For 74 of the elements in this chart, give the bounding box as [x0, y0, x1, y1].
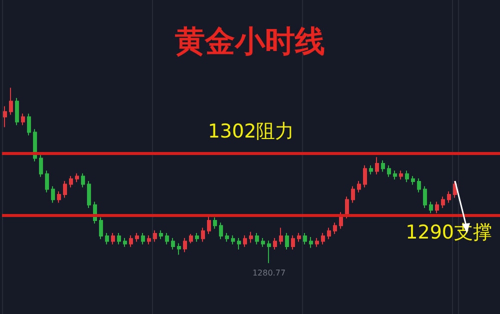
ref-line-label: 1302阻力	[208, 120, 294, 142]
candlestick	[3, 106, 7, 128]
candlestick	[447, 190, 451, 204]
candlestick	[159, 230, 163, 240]
candlestick	[369, 164, 373, 175]
candlestick	[435, 201, 439, 214]
candlestick	[27, 113, 31, 136]
candlestick	[87, 180, 91, 209]
candlestick	[357, 180, 361, 193]
candlestick	[165, 232, 169, 245]
candlestick	[267, 240, 271, 264]
candlestick	[327, 227, 331, 240]
candlestick	[291, 234, 295, 250]
candlestick	[411, 175, 415, 186]
candlestick	[243, 234, 247, 248]
annotation: 1280.77	[252, 268, 286, 278]
candlestick	[231, 234, 235, 245]
candlestick	[111, 232, 115, 245]
candlestick	[417, 178, 421, 193]
candlestick	[333, 222, 337, 235]
candlestick	[153, 230, 157, 242]
candlestick	[99, 216, 103, 240]
chart-title: 黄金小时线	[175, 24, 325, 60]
candlestick	[213, 216, 217, 230]
candlestick	[279, 227, 283, 245]
candlestick	[375, 156, 379, 175]
candlestick	[177, 242, 181, 256]
candlestick	[183, 238, 187, 253]
candlestick	[147, 234, 151, 245]
candlestick	[297, 232, 301, 242]
candlestick	[255, 232, 259, 245]
candlestick	[303, 232, 307, 245]
candlestick	[129, 234, 133, 248]
candlestick	[399, 170, 403, 180]
candlestick	[429, 201, 433, 214]
candlestick	[387, 164, 391, 178]
candlestick	[345, 196, 349, 219]
candlestick	[57, 190, 61, 204]
candlestick	[261, 238, 265, 248]
candlestick	[117, 232, 121, 245]
candlestick	[315, 238, 319, 248]
candlestick	[75, 172, 79, 183]
candlestick	[393, 170, 397, 180]
candlestick	[201, 227, 205, 242]
candlestick	[45, 170, 49, 193]
candlestick	[351, 186, 355, 204]
candlestick	[381, 160, 385, 172]
candlestick	[225, 232, 229, 242]
candlestick	[273, 238, 277, 250]
candlestick	[189, 234, 193, 244]
candlestick	[141, 232, 145, 245]
candlestick	[249, 231, 253, 244]
candlestick	[39, 154, 43, 178]
candlestick	[405, 170, 409, 183]
candlestick	[423, 186, 427, 209]
candlestick	[123, 238, 127, 248]
candlestick	[321, 232, 325, 245]
candlestick	[309, 236, 313, 248]
candlestick	[195, 232, 199, 242]
candlestick	[237, 238, 241, 250]
candlestick	[69, 175, 73, 188]
candlestick	[219, 222, 223, 240]
candlestick	[135, 232, 139, 242]
candlestick	[9, 87, 13, 116]
candlestick	[51, 186, 55, 204]
candlestick	[105, 232, 109, 245]
candlestick	[21, 113, 25, 126]
candlestick	[63, 180, 67, 198]
candlestick	[15, 98, 19, 126]
candlestick	[171, 238, 175, 250]
candlestick	[285, 232, 289, 250]
candlestick	[441, 196, 445, 209]
candlestick	[81, 172, 85, 188]
candlestick	[363, 164, 367, 188]
